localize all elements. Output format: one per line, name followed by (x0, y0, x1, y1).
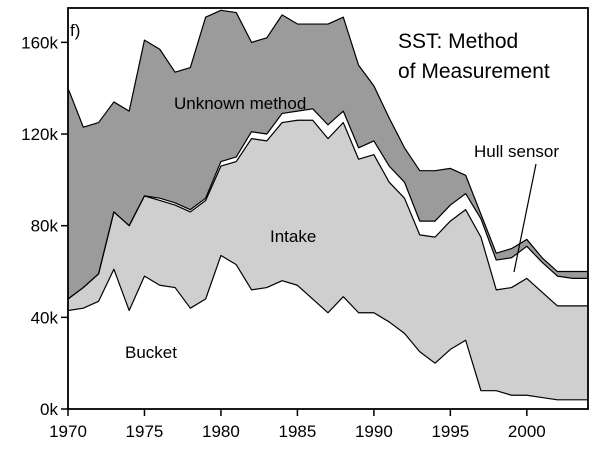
boundary-hull-sensor (67, 108, 588, 300)
label-bucket: Bucket (125, 343, 177, 362)
annotation-layer: f) SST: Method of Measurement Unknown me… (70, 21, 559, 362)
x-tick-label: 1985 (278, 422, 316, 441)
boundary-layer (67, 9, 588, 401)
y-tick-label: 80k (31, 217, 59, 236)
label-hull-sensor: Hull sensor (474, 142, 559, 161)
y-tick-label: 0k (40, 400, 58, 419)
x-tick-label: 1990 (355, 422, 393, 441)
ticks-layer: 1970 1975 1980 1985 1990 1995 2000 0k 40k 80k 120k… (21, 33, 546, 441)
hull-sensor-pointer (513, 163, 537, 273)
area-unknown-method (68, 10, 588, 300)
boundary-unknown-method (67, 9, 588, 273)
boundary-bucket (67, 254, 588, 401)
panel-label: f) (70, 21, 80, 40)
x-tick-label: 1980 (202, 422, 240, 441)
chart-title-line-2: of Measurement (398, 60, 550, 83)
y-tick-label: 120k (21, 125, 58, 144)
x-tick-label: 1975 (126, 422, 164, 441)
x-tick-label: 1970 (49, 422, 87, 441)
y-tick-label: 160k (21, 33, 58, 52)
x-tick-label: 2000 (508, 422, 546, 441)
area-bucket (68, 255, 588, 409)
label-unknown-method: Unknown method (174, 94, 306, 113)
area-intake (68, 120, 588, 400)
y-tick-label: 40k (31, 308, 59, 327)
x-tick-label: 1995 (431, 422, 469, 441)
label-intake: Intake (270, 227, 316, 246)
plot-frame (67, 7, 589, 410)
chart-title-line-1: SST: Method (398, 30, 518, 53)
boundary-intake (67, 119, 588, 307)
